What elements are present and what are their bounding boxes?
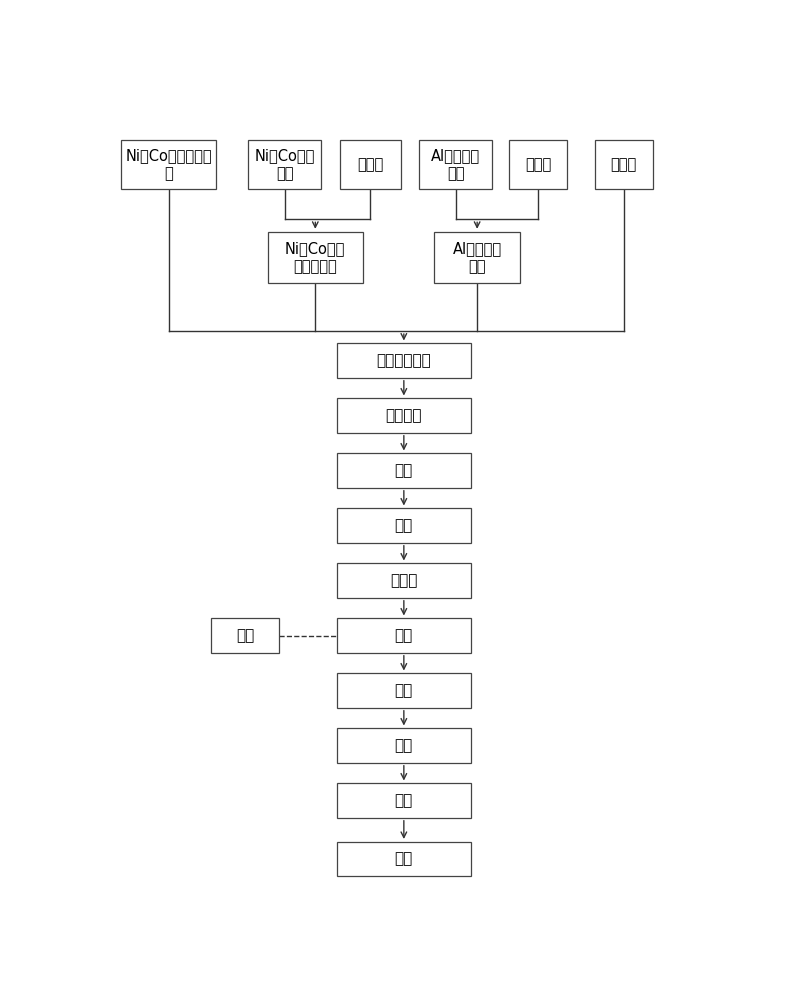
Text: 洗涤: 洗涤 bbox=[395, 463, 413, 478]
Text: Al配合离子
溶液: Al配合离子 溶液 bbox=[452, 241, 502, 274]
Bar bbox=[336, 783, 471, 818]
Text: 固液分离: 固液分离 bbox=[385, 408, 422, 423]
Text: 包装: 包装 bbox=[395, 852, 413, 867]
Text: 络合剂: 络合剂 bbox=[525, 157, 552, 172]
Bar bbox=[248, 140, 322, 189]
Bar bbox=[336, 728, 471, 763]
Bar bbox=[121, 140, 216, 189]
Text: Ni、Co可溶
性盐: Ni、Co可溶 性盐 bbox=[255, 148, 315, 181]
Text: Al可溶性盐
溶液: Al可溶性盐 溶液 bbox=[431, 148, 481, 181]
Bar bbox=[434, 232, 520, 283]
Bar bbox=[340, 140, 401, 189]
Bar bbox=[336, 842, 471, 876]
Text: 过筛: 过筛 bbox=[395, 793, 413, 808]
Bar bbox=[336, 453, 471, 488]
Bar bbox=[336, 563, 471, 598]
Text: 沉淀剂: 沉淀剂 bbox=[611, 157, 637, 172]
Bar bbox=[336, 398, 471, 433]
Bar bbox=[268, 232, 362, 283]
Text: 粉碎: 粉碎 bbox=[395, 738, 413, 753]
Bar bbox=[211, 618, 279, 653]
Text: 浓氨水: 浓氨水 bbox=[357, 157, 384, 172]
Text: 锂盐: 锂盐 bbox=[236, 628, 255, 643]
Bar bbox=[509, 140, 567, 189]
Text: Ni、Co氨配
合离子溶液: Ni、Co氨配 合离子溶液 bbox=[285, 241, 345, 274]
Text: 混合: 混合 bbox=[395, 628, 413, 643]
Text: 烘干: 烘干 bbox=[395, 518, 413, 533]
Bar bbox=[336, 343, 471, 378]
Text: 焙烧: 焙烧 bbox=[395, 683, 413, 698]
Bar bbox=[336, 618, 471, 653]
Bar bbox=[336, 673, 471, 708]
Bar bbox=[419, 140, 492, 189]
Text: 控制结晶反应: 控制结晶反应 bbox=[377, 353, 431, 368]
Bar bbox=[336, 508, 471, 543]
Text: Ni、Co可溶性盐溶
液: Ni、Co可溶性盐溶 液 bbox=[125, 148, 212, 181]
Bar bbox=[595, 140, 652, 189]
Text: 前驱体: 前驱体 bbox=[390, 573, 418, 588]
